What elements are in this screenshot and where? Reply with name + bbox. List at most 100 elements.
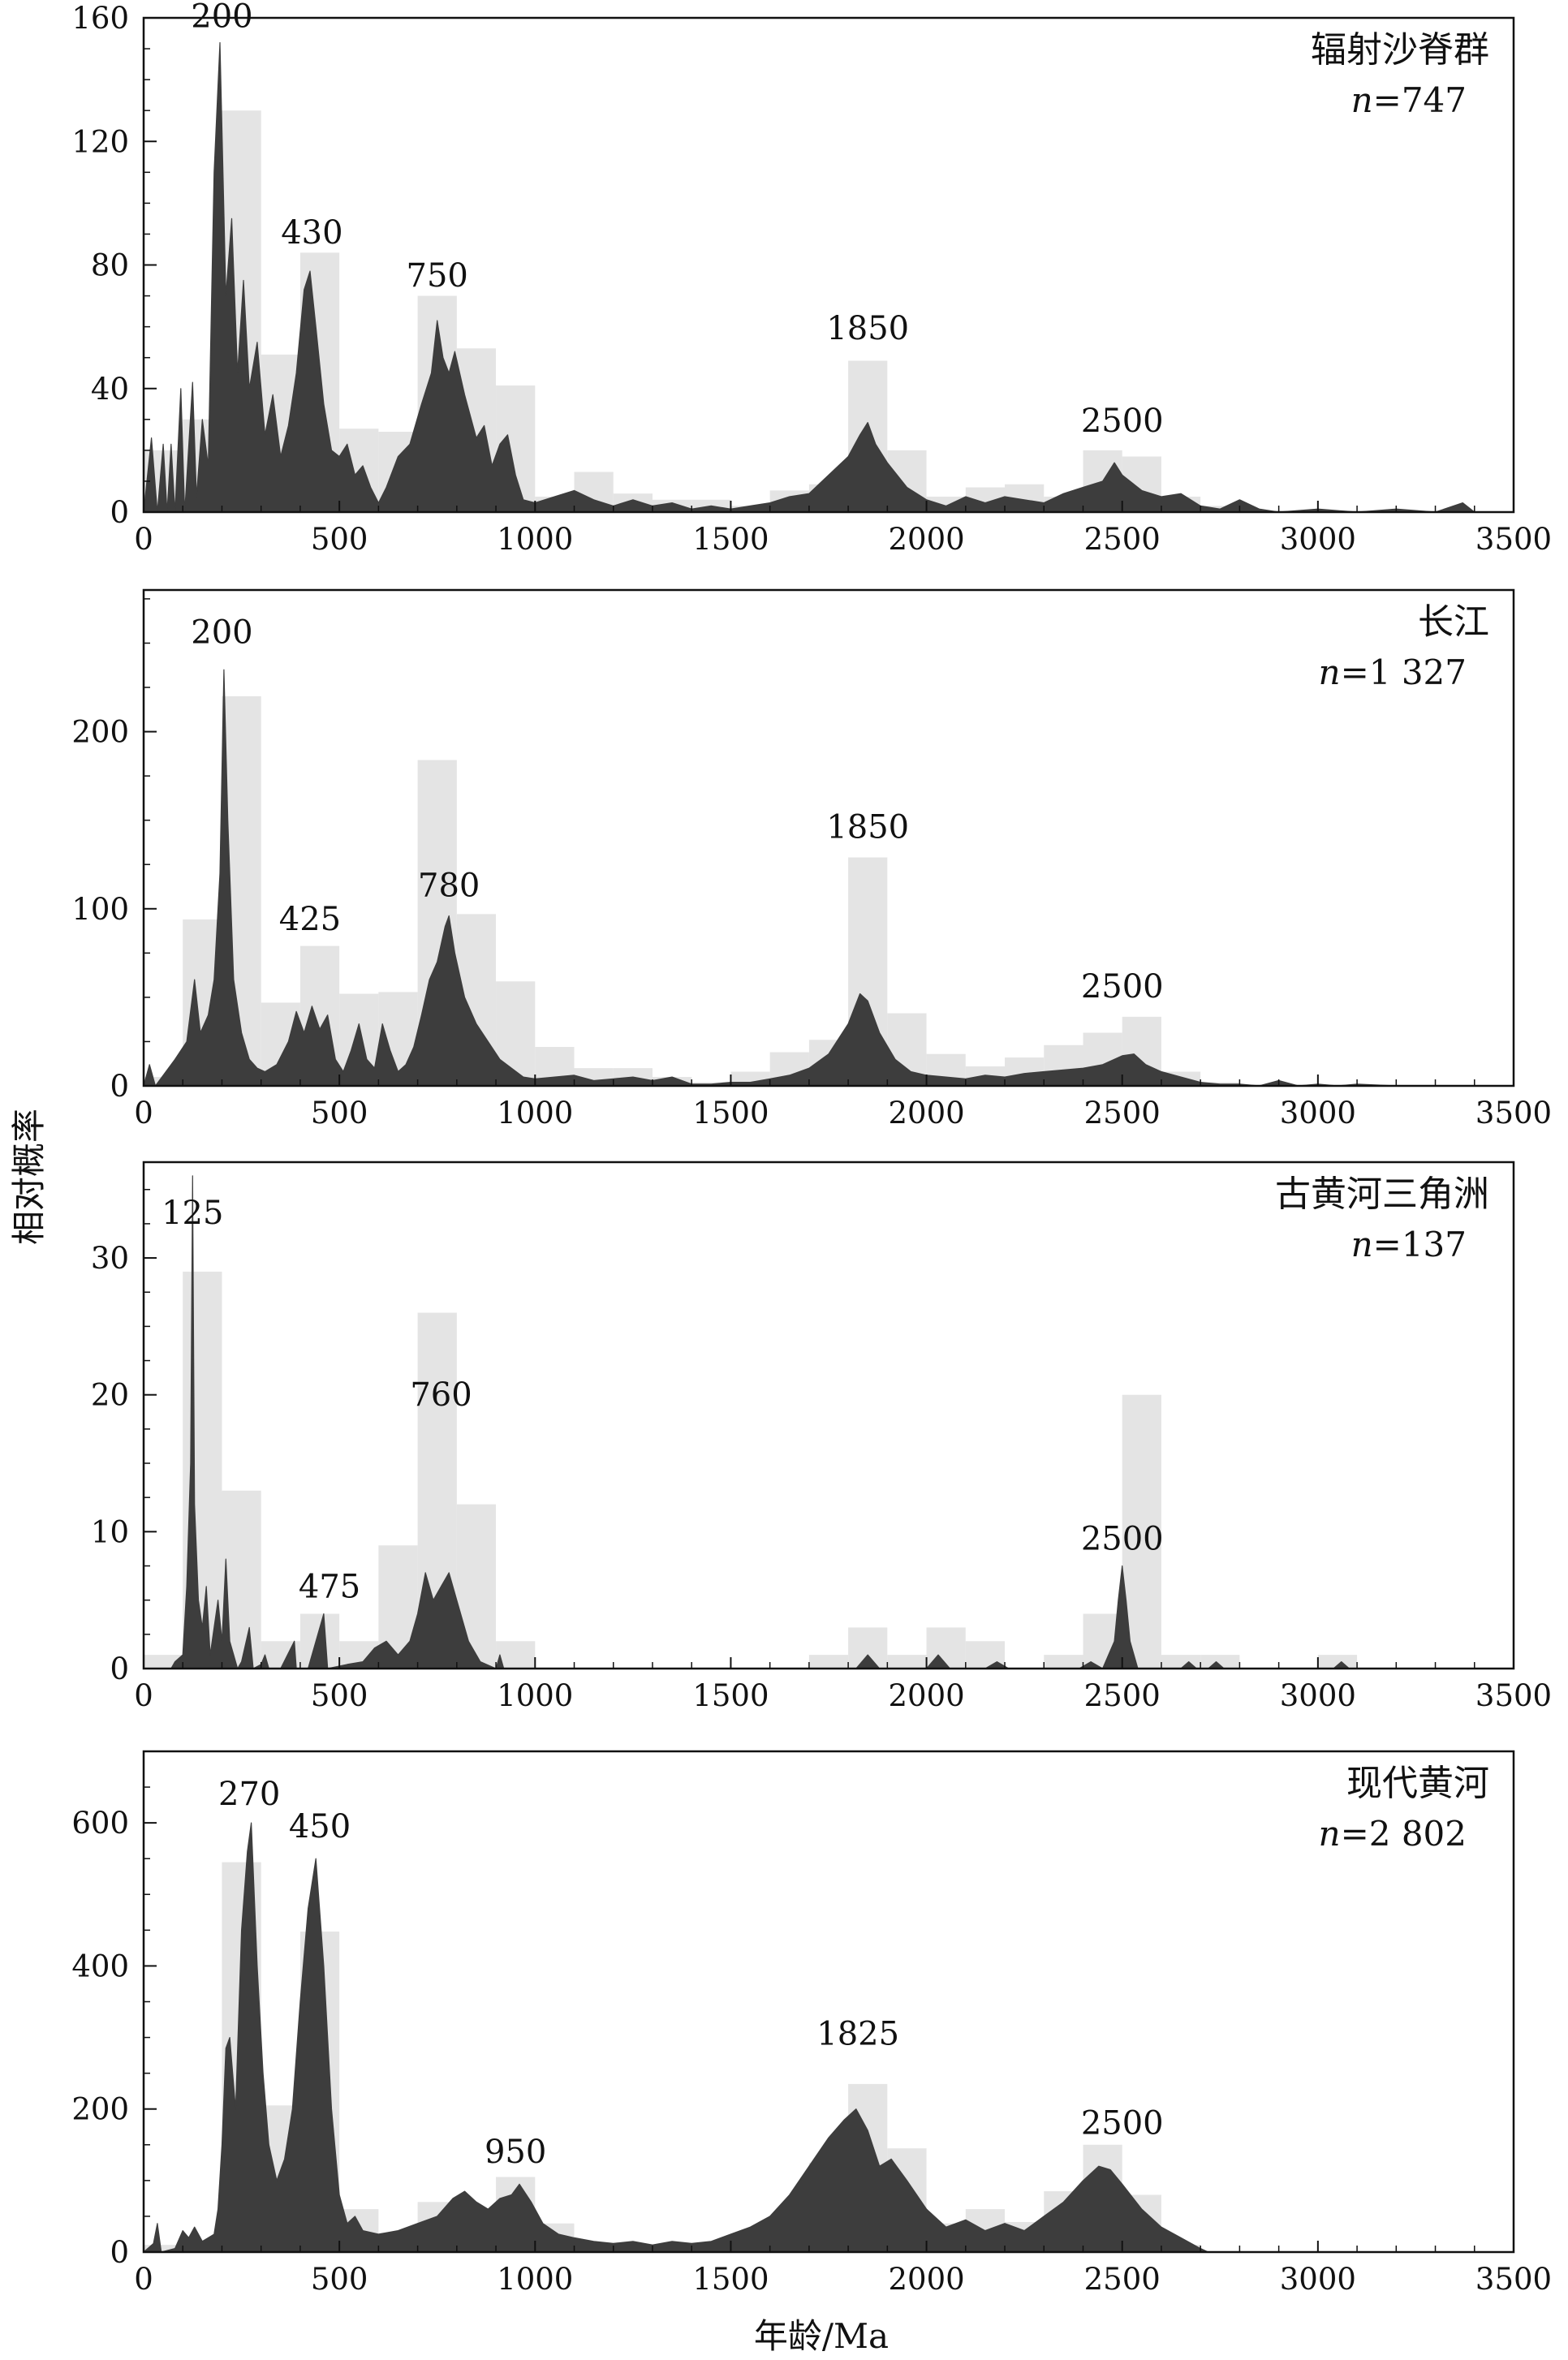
y-tick-label: 120: [71, 124, 129, 159]
y-tick-label: 160: [71, 1, 129, 36]
x-tick-label: 500: [311, 1096, 368, 1130]
x-tick-label: 3000: [1280, 522, 1356, 557]
sample-count: n=747: [1351, 80, 1467, 120]
x-tick-label: 2000: [888, 2262, 964, 2297]
sample-count-symbol: n: [1319, 1814, 1341, 1854]
chart-panel-4: 0 500 1000 1500 2000 2500 3000 3500 0 200 400 600 27…: [71, 1750, 1552, 2297]
x-tick-label: 3000: [1280, 1096, 1356, 1130]
peak-age-label: 425: [279, 901, 341, 938]
histogram-bar: [887, 1655, 927, 1669]
x-tick-label: 2000: [888, 1678, 964, 1713]
sample-name: 辐射沙脊群: [1311, 29, 1489, 71]
chart-panel-3: 0 500 1000 1500 2000 2500 3000 3500 0 10 20 30 125 47…: [91, 1161, 1552, 1713]
x-tick-label: 2500: [1084, 1678, 1161, 1713]
y-tick-label: 80: [91, 248, 129, 283]
peak-age-label: 270: [218, 1776, 280, 1813]
sample-count: n=2 802: [1319, 1814, 1467, 1854]
y-tick-label: 0: [110, 1069, 129, 1104]
x-tick-label: 1500: [692, 1678, 769, 1713]
peak-age-label: 2500: [1081, 2105, 1164, 2143]
sample-count-value: =747: [1373, 80, 1467, 120]
x-tick-label: 0: [134, 1096, 153, 1130]
x-tick-label: 1000: [497, 2262, 573, 2297]
y-tick-label: 10: [91, 1514, 129, 1549]
peak-age-label: 780: [418, 868, 480, 905]
x-tick-label: 500: [311, 1678, 368, 1713]
x-tick-label: 2500: [1084, 1096, 1161, 1130]
sample-count-symbol: n: [1351, 80, 1373, 120]
probability-density-area: [143, 669, 1514, 1087]
x-tick-label: 1000: [497, 1096, 573, 1130]
y-tick-label: 20: [91, 1378, 129, 1413]
plot-frame: [142, 588, 1515, 1087]
sample-name: 古黄河三角洲: [1275, 1174, 1489, 1215]
x-tick-label: 2500: [1084, 522, 1161, 557]
peak-age-label: 1825: [816, 2015, 899, 2052]
y-tick-label: 200: [71, 715, 129, 750]
y-tick-label: 0: [110, 495, 129, 530]
peak-age-label: 450: [289, 1808, 351, 1845]
histogram-bar: [1044, 1655, 1083, 1669]
plot-frame: [142, 1161, 1515, 1670]
x-tick-label: 2000: [888, 522, 964, 557]
peak-age-label: 125: [162, 1195, 223, 1232]
peak-age-label: 430: [281, 214, 342, 252]
y-axis-title: 相对概率: [9, 1109, 49, 1245]
probability-density-area: [143, 1822, 1514, 2253]
histogram-bar: [1317, 1655, 1358, 1669]
y-tick-label: 0: [110, 2235, 129, 2270]
x-tick-label: 3500: [1475, 1096, 1552, 1130]
x-tick-label: 2000: [888, 1096, 964, 1130]
y-tick-label: 40: [91, 372, 129, 407]
histogram-bar: [1200, 1655, 1240, 1669]
peak-age-label: 1850: [826, 809, 909, 846]
x-tick-label: 0: [134, 522, 153, 557]
chart-panel-1: 0 500 1000 1500 2000 2500 3000 3500 0 40 80 120 160 2…: [71, 0, 1552, 557]
x-tick-label: 0: [134, 2262, 153, 2297]
x-tick-label: 3000: [1280, 2262, 1356, 2297]
y-tick-label: 30: [91, 1241, 129, 1276]
x-tick-label: 1500: [692, 1096, 769, 1130]
sample-count-symbol: n: [1319, 652, 1341, 692]
sample-count: n=137: [1351, 1225, 1467, 1264]
peak-age-label: 750: [407, 257, 468, 295]
sample-name: 长江: [1418, 601, 1489, 643]
x-tick-label: 1500: [692, 2262, 769, 2297]
peak-age-label: 2500: [1081, 1520, 1164, 1557]
x-tick-label: 500: [311, 2262, 368, 2297]
x-tick-label: 3500: [1475, 1678, 1552, 1713]
sample-count: n=1 327: [1319, 652, 1467, 692]
x-tick-label: 1500: [692, 522, 769, 557]
x-tick-label: 0: [134, 1678, 153, 1713]
x-tick-label: 500: [311, 522, 368, 557]
peak-age-label: 2500: [1081, 968, 1164, 1006]
chart-panel-2: 0 500 1000 1500 2000 2500 3000 3500 0 100 200 200 42…: [71, 588, 1552, 1130]
y-tick-label: 600: [71, 1806, 129, 1841]
peak-age-label: 760: [410, 1376, 472, 1414]
y-tick-label: 100: [71, 892, 129, 927]
peak-age-label: 2500: [1081, 403, 1164, 440]
y-tick-label: 200: [71, 2092, 129, 2127]
sample-name: 现代黄河: [1346, 1763, 1489, 1804]
sample-count-value: =137: [1373, 1225, 1467, 1264]
x-tick-label: 1000: [497, 1678, 573, 1713]
peak-age-label: 200: [191, 0, 252, 35]
sample-count-symbol: n: [1351, 1225, 1373, 1264]
histogram-bar: [808, 1655, 849, 1669]
y-tick-label: 0: [110, 1652, 129, 1686]
x-tick-label: 3500: [1475, 522, 1552, 557]
peak-age-label: 1850: [826, 310, 909, 347]
probability-density-area: [143, 1175, 1514, 1669]
x-tick-label: 2500: [1084, 2262, 1161, 2297]
peak-age-label: 200: [191, 614, 252, 651]
histogram-bar: [144, 2245, 183, 2252]
sample-count-value: =1 327: [1341, 652, 1467, 692]
x-axis-title: 年龄/Ma: [754, 2316, 889, 2356]
probability-density-area: [143, 41, 1514, 513]
peak-age-label: 950: [485, 2134, 546, 2171]
y-tick-label: 400: [71, 1949, 129, 1983]
sample-count-value: =2 802: [1341, 1814, 1467, 1854]
x-tick-label: 1000: [497, 522, 573, 557]
